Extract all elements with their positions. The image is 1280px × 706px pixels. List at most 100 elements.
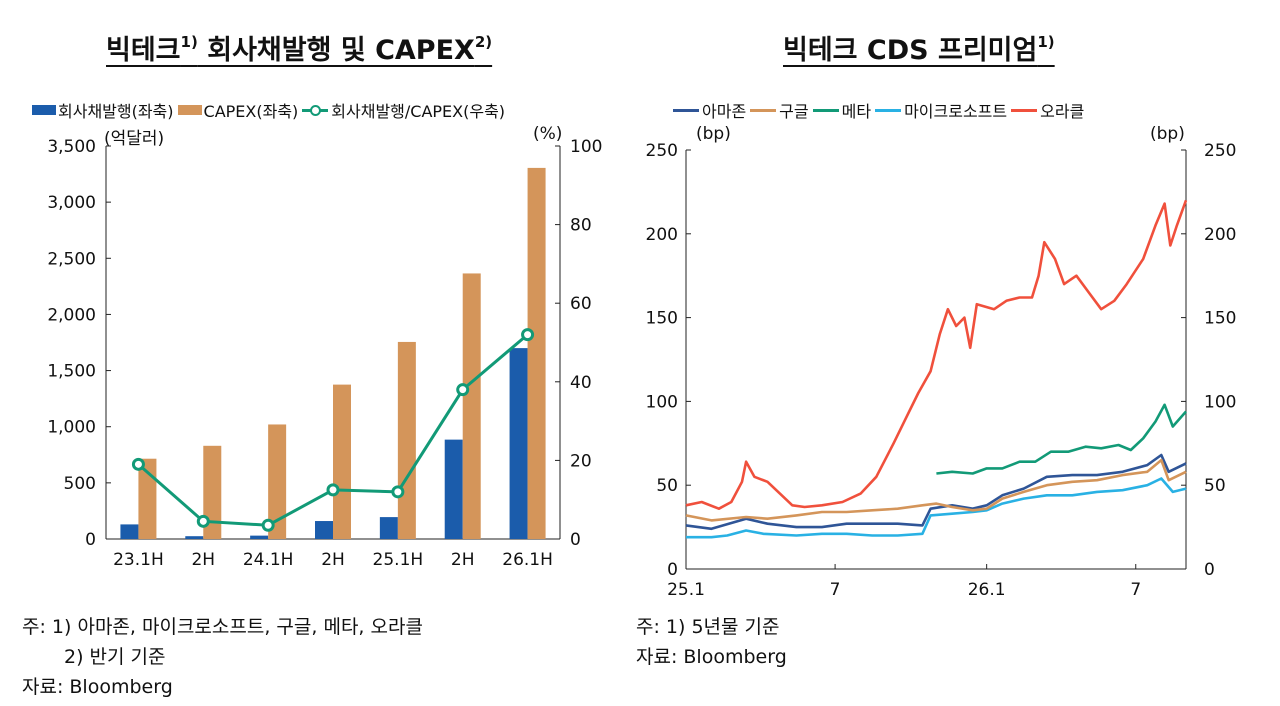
left-y2-tick-label: 20 <box>570 451 592 471</box>
legend-label-ratio: 회사채발행/CAPEX(우축) <box>331 102 506 121</box>
right-y-tick-label: 200 <box>646 225 678 245</box>
left-y-tick-label: 500 <box>64 474 96 494</box>
cds-line <box>936 403 1187 475</box>
title-footnote-mark: 1) <box>1037 33 1055 51</box>
bar-capex <box>462 273 481 539</box>
left-x-tick-label: 2H <box>451 550 475 570</box>
bar-capex <box>138 458 157 539</box>
right-x-tick-label: 7 <box>830 580 841 600</box>
legend-label-microsoft: 마이크로소프트 <box>904 102 1008 121</box>
left-y-tick-label: 3,500 <box>47 137 96 157</box>
right-x-tick-label: 25.1 <box>667 580 705 600</box>
left-y-tick-label: 0 <box>85 530 96 550</box>
right-y-tick-label: 150 <box>646 309 678 329</box>
left-chart-title: 빅테크1) 회사채발행 및 CAPEX2) <box>106 28 492 67</box>
right-unit-label: (bp) <box>696 124 731 144</box>
left-legend: 회사채발행(좌축) CAPEX(좌축) 회사채발행/CAPEX(우축) <box>32 98 509 122</box>
right-x-tick-label: 26.1 <box>968 580 1006 600</box>
ratio-point <box>131 457 145 471</box>
left-note-1: 주: 1) 아마존, 마이크로소프트, 구글, 메타, 오라클 <box>22 616 423 638</box>
bar-capex <box>397 341 416 539</box>
right-y2-tick-label: 100 <box>1204 392 1236 412</box>
legend-label-bond: 회사채발행(좌축) <box>58 102 174 121</box>
right-y2-tick-label: 0 <box>1204 560 1215 580</box>
cds-line <box>685 458 1187 522</box>
legend-item-oracle: 오라클 <box>1011 98 1084 122</box>
right-y2-tick-label: 200 <box>1204 225 1236 245</box>
right-y2-tick-label: 50 <box>1204 476 1226 496</box>
left-x-tick-label: 2H <box>191 550 215 570</box>
ratio-point <box>261 518 275 532</box>
right-legend: 아마존 구글 메타 마이크로소프트 오라클 <box>673 98 1088 122</box>
bar-bond <box>120 524 139 539</box>
legend-label-oracle: 오라클 <box>1040 102 1085 121</box>
bar-capex <box>203 445 222 539</box>
title-footnote-mark: 2) <box>474 33 493 51</box>
left-x-tick-label: 26.1H <box>502 550 553 570</box>
left-y2-tick-label: 60 <box>570 294 592 314</box>
right-y2-tick-label: 250 <box>1204 141 1236 161</box>
right-y2-tick-label: 150 <box>1204 309 1236 329</box>
bar-bond <box>250 535 269 539</box>
legend-swatch-oracle <box>1011 108 1038 112</box>
left-unit-label: (억달러) <box>104 129 165 149</box>
legend-swatch-google <box>750 108 777 112</box>
left-y-tick-label: 2,000 <box>47 305 96 325</box>
left-y-tick-label: 1,500 <box>47 362 96 382</box>
legend-item-google: 구글 <box>750 98 809 122</box>
ratio-point <box>456 383 470 397</box>
bar-bond <box>509 348 528 539</box>
left-y2-tick-label: 40 <box>570 373 592 393</box>
left-x-tick-label: 25.1H <box>373 550 424 570</box>
legend-item-capex: CAPEX(좌축) <box>177 98 299 122</box>
bar-capex <box>268 424 287 539</box>
left-x-tick-label: 23.1H <box>113 550 164 570</box>
ratio-point <box>391 485 405 499</box>
legend-label-google: 구글 <box>779 102 809 121</box>
left-x-tick-label: 2H <box>321 550 345 570</box>
left-source: 자료: Bloomberg <box>22 676 173 698</box>
ratio-point <box>326 483 340 497</box>
legend-swatch-capex <box>177 105 202 115</box>
right-title-text: 빅테크 CDS 프리미엄 <box>783 35 1038 66</box>
right-note-1: 주: 1) 5년물 기준 <box>636 616 780 638</box>
legend-swatch-amazon <box>673 108 699 112</box>
right-chart-title: 빅테크 CDS 프리미엄1) <box>783 28 1055 67</box>
legend-item-meta: 메타 <box>812 98 872 122</box>
right-y-tick-label: 100 <box>646 392 678 412</box>
legend-label-amazon: 아마존 <box>702 102 747 121</box>
left-y-tick-label: 2,500 <box>47 249 96 269</box>
left-note-2: 2) 반기 기준 <box>64 646 166 668</box>
right-y-tick-label: 50 <box>656 476 678 496</box>
bar-capex <box>333 384 351 539</box>
left-y-tick-label: 3,000 <box>47 193 96 213</box>
left-y2-tick-label: 80 <box>570 216 592 236</box>
cds-line <box>685 453 1187 531</box>
bar-bond <box>379 517 398 539</box>
left-right-unit-label: (%) <box>533 124 563 144</box>
bar-capex <box>527 167 546 539</box>
left-y2-tick-label: 100 <box>570 137 602 157</box>
left-title-text: 빅테크 <box>106 35 181 66</box>
cds-line <box>685 199 1188 510</box>
left-y-tick-label: 1,000 <box>47 418 96 438</box>
legend-item-bond: 회사채발행(좌축) <box>32 98 174 122</box>
ratio-point <box>196 514 210 528</box>
legend-item-amazon: 아마존 <box>673 98 746 122</box>
right-x-tick-label: 7 <box>1130 580 1141 600</box>
legend-item-ratio: 회사채발행/CAPEX(우축) <box>302 98 505 122</box>
title-footnote-mark: 1) <box>180 33 198 51</box>
cds-line <box>686 477 1187 539</box>
right-y-tick-label: 0 <box>667 560 678 580</box>
right-y-tick-label: 250 <box>646 141 678 161</box>
left-y2-tick-label: 0 <box>570 530 581 550</box>
right-source: 자료: Bloomberg <box>636 646 787 668</box>
legend-swatch-meta <box>812 108 839 112</box>
legend-swatch-ratio <box>302 104 329 116</box>
legend-label-capex: CAPEX(좌축) <box>203 102 299 121</box>
legend-swatch-bond <box>32 105 56 115</box>
bar-bond <box>315 521 333 539</box>
bar-bond <box>185 536 204 539</box>
legend-label-meta: 메타 <box>841 102 872 121</box>
